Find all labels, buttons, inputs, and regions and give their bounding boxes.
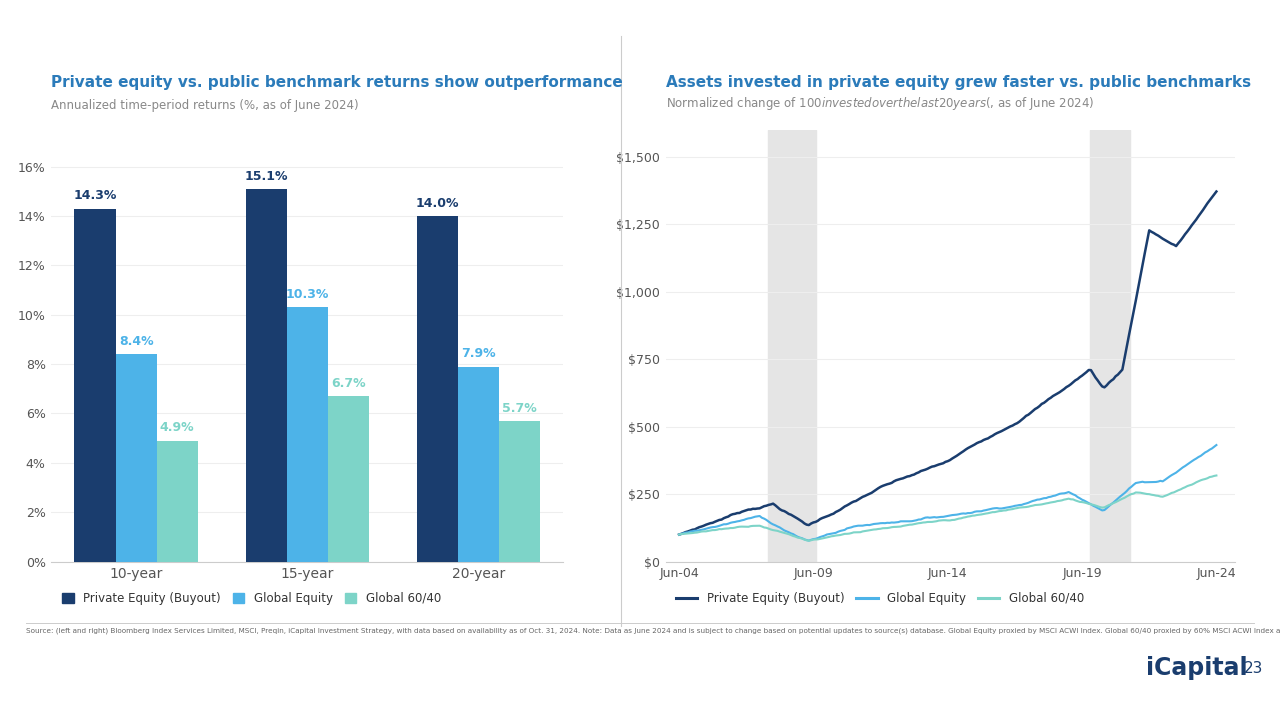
Text: 4.9%: 4.9% [160,421,195,434]
Text: Annualized time-period returns (%, as of June 2024): Annualized time-period returns (%, as of… [51,99,358,112]
Bar [417,216,458,562]
Bar [768,130,817,562]
Text: 15.1%: 15.1% [244,170,288,183]
Text: Source: (left and right) Bloomberg Index Services Limited, MSCI, Preqin, iCapita: Source: (left and right) Bloomberg Index… [26,628,1280,634]
Bar [328,396,369,562]
Legend: Private Equity (Buyout), Global Equity, Global 60/40: Private Equity (Buyout), Global Equity, … [58,588,445,610]
Bar [115,354,156,562]
Text: 14.3%: 14.3% [73,189,116,202]
Text: Assets invested in private equity grew faster vs. public benchmarks: Assets invested in private equity grew f… [666,75,1251,90]
Text: 8.4%: 8.4% [119,335,154,348]
Legend: Private Equity (Buyout), Global Equity, Global 60/40: Private Equity (Buyout), Global Equity, … [672,588,1088,610]
Text: 6.7%: 6.7% [332,377,366,390]
Bar [499,421,540,562]
Text: 23: 23 [1244,661,1263,675]
Text: iCapital: iCapital [1146,656,1247,680]
Text: 14.0%: 14.0% [416,197,460,210]
Bar [156,441,197,562]
Text: Private equity vs. public benchmark returns show outperformance: Private equity vs. public benchmark retu… [51,75,623,90]
Text: 5.7%: 5.7% [502,402,536,415]
Bar [287,307,328,562]
Text: Normalized change of $100 invested over the last 20 years ($, as of June 2024): Normalized change of $100 invested over … [666,94,1094,112]
Bar [74,209,115,562]
Text: 7.9%: 7.9% [461,348,495,361]
Bar [458,366,499,562]
Bar [1091,130,1130,562]
Text: 10.3%: 10.3% [285,288,329,301]
Bar [246,189,287,562]
